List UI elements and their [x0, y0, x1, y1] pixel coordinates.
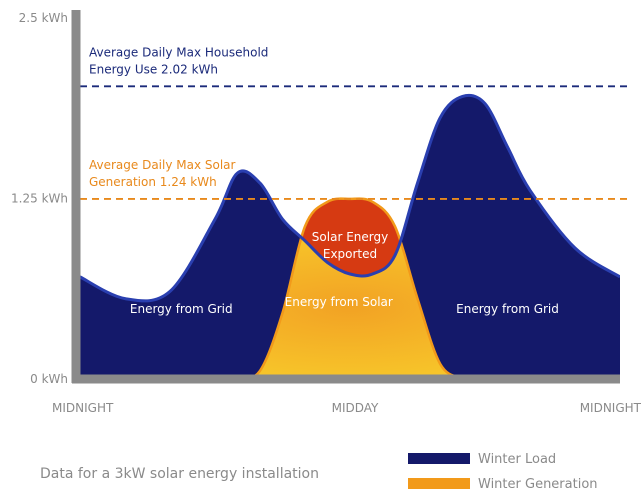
y-tick-label: 1.25 kWh	[11, 192, 68, 206]
x-tick-label: MIDNIGHT	[52, 401, 114, 415]
chart-caption: Data for a 3kW solar energy installation	[40, 466, 319, 482]
legend-label-0: Winter Load	[478, 452, 556, 467]
solar-exported-area	[80, 198, 620, 378]
region-label-1: Energy from Solar	[285, 295, 393, 309]
reference-line-label: Average Daily Max Household	[89, 45, 268, 59]
region-label-2: Exported	[323, 247, 377, 261]
solar-exported-group	[80, 198, 620, 378]
region-label-0: Energy from Grid	[130, 302, 233, 316]
legend-swatch-0	[408, 453, 470, 464]
x-tick-label: MIDNIGHT	[580, 401, 642, 415]
legend: Winter Load Winter Generation	[408, 452, 598, 492]
y-tick-label: 0 kWh	[30, 372, 68, 386]
reference-line-label: Generation 1.24 kWh	[89, 175, 217, 189]
y-tick-label: 2.5 kWh	[19, 11, 68, 25]
winter-load-line	[80, 93, 620, 303]
region-label-3: Energy from Grid	[456, 302, 559, 316]
legend-label-1: Winter Generation	[478, 477, 598, 492]
legend-swatch-1	[408, 478, 470, 489]
region-label-2: Solar Energy	[312, 230, 388, 244]
x-tick-label: MIDDAY	[332, 401, 379, 415]
reference-line-label: Average Daily Max Solar	[89, 158, 236, 172]
winter-load-area	[80, 95, 620, 378]
reference-line-label: Energy Use 2.02 kWh	[89, 62, 218, 76]
